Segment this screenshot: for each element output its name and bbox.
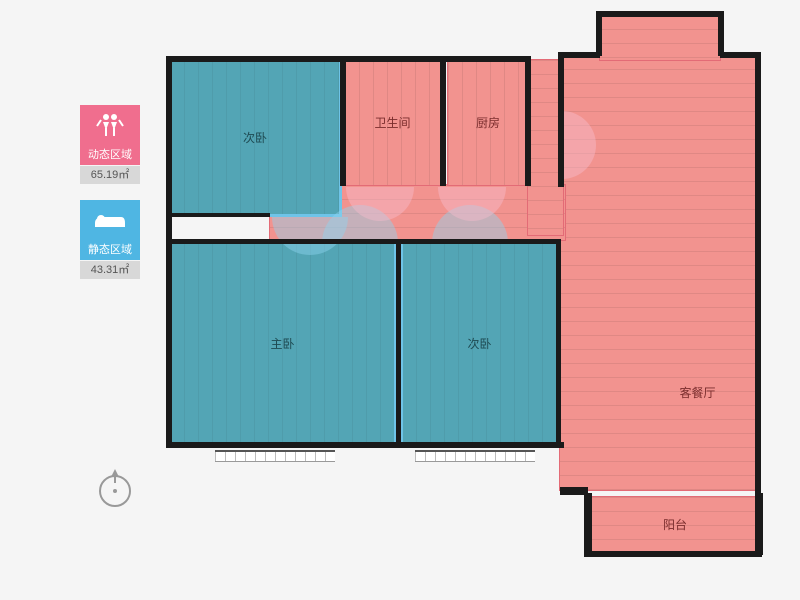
room-label-living: 客餐厅 bbox=[679, 384, 715, 401]
room-label-kitchen: 厨房 bbox=[476, 114, 500, 131]
wall-segment bbox=[166, 56, 528, 62]
balcony-rail bbox=[415, 450, 535, 462]
wall-segment bbox=[556, 239, 561, 444]
wall-segment bbox=[755, 493, 763, 555]
room-label-balcony: 阳台 bbox=[663, 516, 687, 533]
room-bed2a: 次卧 bbox=[170, 60, 340, 215]
wall-segment bbox=[170, 239, 400, 244]
legend-static-value: 43.31㎡ bbox=[80, 261, 140, 279]
people-icon bbox=[80, 105, 140, 145]
wall-segment bbox=[396, 239, 401, 444]
room-label-bed1: 主卧 bbox=[270, 335, 294, 352]
legend-static-label: 静态区域 bbox=[80, 240, 140, 260]
room-bed2b: 次卧 bbox=[402, 243, 557, 443]
wall-segment bbox=[755, 52, 761, 497]
floor-plan: 客餐厅卫生间厨房阳台次卧主卧次卧 bbox=[170, 15, 775, 575]
legend-dynamic-value: 65.19㎡ bbox=[80, 166, 140, 184]
balcony-rail bbox=[215, 450, 335, 462]
room-living: 客餐厅 bbox=[560, 55, 755, 490]
wall-segment bbox=[440, 56, 446, 186]
wall-segment bbox=[558, 52, 600, 58]
wall-segment bbox=[166, 56, 172, 446]
wall-segment bbox=[584, 493, 592, 555]
wall-segment bbox=[584, 551, 762, 557]
room-label-bed2b: 次卧 bbox=[467, 335, 491, 352]
wall-segment bbox=[720, 52, 760, 58]
room-bed1: 主卧 bbox=[170, 243, 395, 443]
wall-segment bbox=[400, 239, 560, 244]
room-balcony: 阳台 bbox=[590, 497, 760, 552]
legend-dynamic-label: 动态区域 bbox=[80, 145, 140, 165]
sleep-icon bbox=[80, 200, 140, 240]
wall-segment bbox=[166, 442, 564, 448]
room-label-bed2a: 次卧 bbox=[243, 129, 267, 146]
wall-segment bbox=[525, 56, 531, 186]
room-living_ext bbox=[600, 15, 720, 60]
wall-segment bbox=[558, 52, 564, 187]
legend-dynamic: 动态区域 65.19㎡ bbox=[80, 105, 140, 184]
room-label-toilet: 卫生间 bbox=[374, 114, 410, 131]
legend-static: 静态区域 43.31㎡ bbox=[80, 200, 140, 279]
wall-segment bbox=[718, 11, 724, 56]
wall-segment bbox=[340, 56, 346, 186]
room-kitchen: 厨房 bbox=[448, 60, 528, 185]
wall-segment bbox=[596, 11, 724, 17]
room-toilet: 卫生间 bbox=[345, 60, 440, 185]
wall-segment bbox=[170, 213, 270, 217]
wall-segment bbox=[596, 11, 602, 56]
compass-icon bbox=[95, 465, 135, 505]
